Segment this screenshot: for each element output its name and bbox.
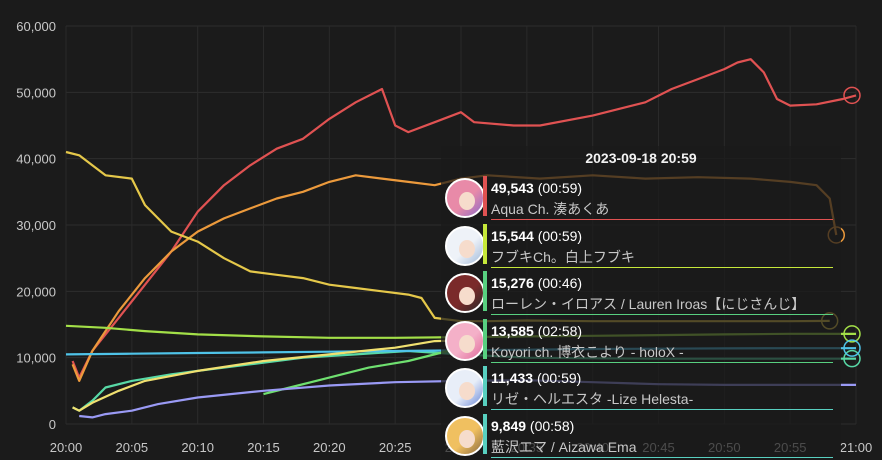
- tooltip-row-underline: [491, 456, 833, 458]
- series-line-6: [72, 339, 462, 412]
- y-tick-label: 0: [49, 417, 56, 432]
- tooltip-row: 9,849 (00:58) 藍沢エマ / Aizawa Ema: [445, 413, 833, 458]
- series-line-0: [71, 58, 857, 379]
- tooltip-channel-name: ローレン・イロアス / Lauren Iroas【にじさんじ】: [491, 296, 806, 312]
- tooltip-duration: (02:58): [533, 322, 583, 339]
- tooltip-duration: (00:58): [526, 417, 575, 434]
- tooltip-duration: (00:59): [533, 227, 583, 244]
- tooltip-channel-name: Aqua Ch. 湊あくあ: [491, 201, 610, 217]
- avatar: [445, 273, 485, 313]
- y-tick-label: 60,000: [16, 19, 56, 34]
- x-tick-label: 20:25: [379, 440, 412, 455]
- y-tick-label: 40,000: [16, 152, 56, 167]
- tooltip-row: 49,543 (00:59) Aqua Ch. 湊あくあ: [445, 176, 833, 220]
- x-tick-label: 20:15: [247, 440, 280, 455]
- y-tick-label: 20,000: [16, 284, 56, 299]
- tooltip-value: 49,543 (00:59): [491, 180, 583, 196]
- tooltip-channel-name: Koyori ch. 博衣こより - holoX -: [491, 343, 684, 360]
- y-tick-label: 50,000: [16, 85, 56, 100]
- x-tick-label: 20:05: [116, 440, 149, 455]
- tooltip-duration: (00:59): [533, 180, 583, 196]
- avatar: [445, 368, 485, 408]
- tooltip-row-underline: [491, 361, 833, 363]
- tooltip-row-underline: [491, 409, 833, 410]
- tooltip-channel-name: 藍沢エマ / Aizawa Ema: [491, 438, 637, 455]
- tooltip-row-underline: [491, 219, 833, 220]
- x-tick-label: 20:00: [50, 440, 83, 455]
- y-tick-label: 10,000: [16, 351, 56, 366]
- avatar: [445, 178, 485, 218]
- x-tick-label: 20:10: [181, 440, 214, 455]
- tooltip-row-underline: [491, 314, 833, 315]
- series-end-marker-0: [843, 86, 861, 105]
- tooltip-value: 9,849 (00:58): [491, 417, 575, 434]
- tooltip-row: 13,585 (02:58) Koyori ch. 博衣こより - holoX -: [445, 318, 833, 363]
- tooltip-value: 15,544 (00:59): [491, 227, 583, 244]
- hover-tooltip: 2023-09-18 20:59 49,543 (00:59) Aqua Ch. …: [441, 146, 841, 460]
- tooltip-time: 2023-09-18 20:59: [585, 150, 697, 166]
- series-end-marker-3: [843, 325, 861, 343]
- x-tick-label: 20:20: [313, 440, 346, 455]
- tooltip-duration: (00:46): [533, 275, 583, 291]
- tooltip-row: 15,544 (00:59) フブキCh。白上フブキ: [445, 223, 833, 268]
- series-end-marker-5: [843, 339, 861, 357]
- tooltip-duration: (00:59): [533, 370, 582, 386]
- avatar: [445, 320, 485, 361]
- y-axis-ticks: 0 10,000 20,000 30,000 40,000 50,000 60,000: [16, 19, 56, 432]
- tooltip-row: 11,433 (00:59) リゼ・ヘルエスタ -Lize Helesta-: [445, 366, 833, 410]
- tooltip-row-underline: [491, 266, 833, 268]
- tooltip-value: 13,585 (02:58): [491, 322, 583, 339]
- tooltip-channel-name: フブキCh。白上フブキ: [491, 248, 635, 265]
- tooltip-row: 15,276 (00:46) ローレン・イロアス / Lauren Iroas【に…: [445, 271, 833, 315]
- y-tick-label: 30,000: [16, 218, 56, 233]
- avatar: [445, 225, 485, 266]
- series-end-marker-4: [843, 349, 861, 368]
- tooltip-channel-name: リゼ・ヘルエスタ -Lize Helesta-: [491, 391, 694, 407]
- tooltip-value: 11,433 (00:59): [491, 370, 582, 386]
- avatar: [445, 415, 485, 456]
- tooltip-value: 15,276 (00:46): [491, 275, 583, 291]
- x-tick-label: 21:00: [840, 440, 873, 455]
